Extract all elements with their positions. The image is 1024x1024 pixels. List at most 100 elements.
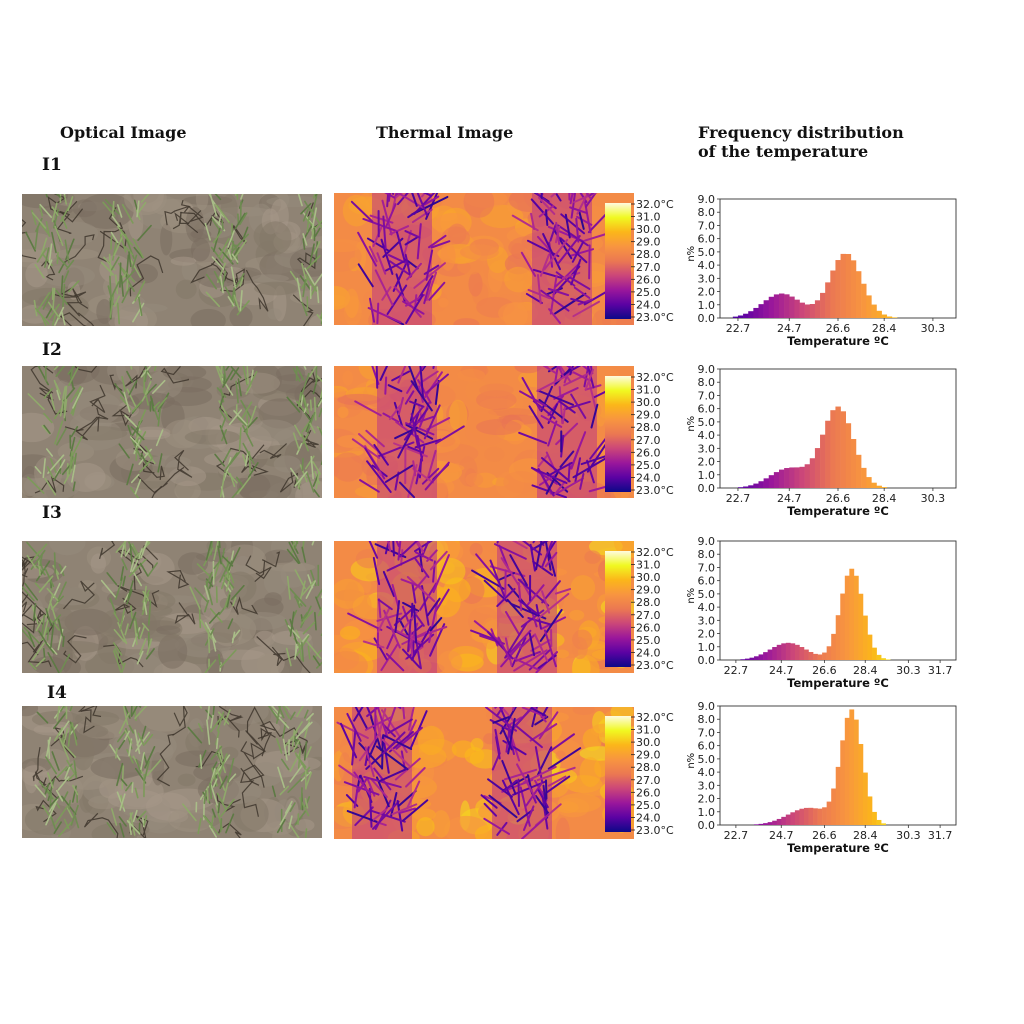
colorbar-tick-label: 28.0 bbox=[636, 248, 661, 261]
colorbar-tick-label: 31.0 bbox=[636, 211, 661, 224]
x-tick-label: 26.6 bbox=[812, 829, 837, 842]
histogram-bar bbox=[820, 434, 826, 488]
y-tick-label: 6.0 bbox=[698, 403, 716, 416]
colorbar-tick-label: 30.0 bbox=[636, 223, 661, 236]
y-tick-label: 8.0 bbox=[698, 548, 716, 561]
histogram-bar bbox=[872, 811, 877, 825]
y-axis-label: n% bbox=[686, 588, 697, 604]
x-axis-label: Temperature ºC bbox=[787, 504, 889, 518]
x-tick-label: 26.6 bbox=[826, 322, 851, 335]
colorbar-tick-label: 31.0 bbox=[636, 559, 661, 572]
histogram-bar bbox=[835, 615, 841, 660]
histogram-bar bbox=[758, 481, 764, 488]
histogram-bar bbox=[855, 454, 862, 488]
histogram-bar bbox=[776, 644, 782, 660]
y-tick-label: 7.0 bbox=[698, 219, 716, 232]
histogram-bar bbox=[794, 299, 800, 318]
histogram-bar bbox=[781, 643, 787, 660]
histogram-bar bbox=[767, 649, 773, 660]
y-axis-label: n% bbox=[686, 416, 697, 432]
colorbar-tick-label: 30.0 bbox=[636, 736, 661, 749]
x-tick-label: 30.3 bbox=[896, 829, 921, 842]
histogram-bar bbox=[855, 271, 862, 318]
colorbar-tick-label: 25.0 bbox=[636, 459, 661, 472]
y-tick-label: 2.0 bbox=[698, 286, 716, 299]
y-tick-label: 9.0 bbox=[698, 363, 716, 376]
colorbar-gradient bbox=[605, 716, 631, 832]
colorbar-tick-label: 29.0 bbox=[636, 749, 661, 762]
histogram-bar bbox=[753, 307, 759, 318]
histogram-bar bbox=[743, 486, 749, 488]
histogram-bar bbox=[789, 467, 795, 488]
histogram-bar bbox=[748, 485, 754, 488]
histogram-bar bbox=[772, 820, 778, 825]
thermal-image-header: Thermal Image bbox=[376, 123, 514, 142]
histogram-bar bbox=[743, 313, 749, 318]
histogram-bar bbox=[737, 315, 744, 318]
histogram-bar bbox=[794, 467, 800, 488]
colorbar-i3: 32.0°C 31.0 30.0 29.0 28.0 27.0 26.0 25.0 24.0 23… bbox=[600, 543, 690, 675]
colorbar-tick-label: 32.0°C bbox=[636, 198, 674, 211]
histogram-bar bbox=[886, 316, 893, 318]
histogram-bar bbox=[799, 466, 805, 488]
colorbar-tick-label: 24.0 bbox=[636, 298, 661, 311]
histogram-bar bbox=[732, 316, 739, 318]
x-tick-label: 24.7 bbox=[777, 322, 802, 335]
histogram-bar bbox=[776, 818, 782, 825]
y-tick-label: 3.0 bbox=[698, 442, 716, 455]
colorbar-tick-label: 26.0 bbox=[636, 786, 661, 799]
colorbar-tick-label: 29.0 bbox=[636, 584, 661, 597]
histogram-bar bbox=[817, 808, 823, 825]
histogram-bar bbox=[803, 807, 809, 825]
histogram-bar bbox=[826, 646, 832, 660]
y-tick-label: 9.0 bbox=[698, 700, 716, 713]
y-tick-label: 4.0 bbox=[698, 429, 716, 442]
colorbar-tick-label: 27.0 bbox=[636, 434, 661, 447]
optical-photo bbox=[22, 366, 322, 498]
histogram-bar bbox=[876, 654, 882, 660]
y-tick-label: 0.0 bbox=[698, 654, 716, 667]
histogram-bar bbox=[754, 656, 759, 660]
y-tick-label: 1.0 bbox=[698, 806, 716, 819]
colorbar-i1: 32.0°C 31.0 30.0 29.0 28.0 27.0 26.0 25.0 24.0 23… bbox=[600, 195, 690, 327]
optical-image-i4 bbox=[22, 706, 322, 838]
colorbar-i2: 32.0°C 31.0 30.0 29.0 28.0 27.0 26.0 25.0 24.0 23… bbox=[600, 368, 690, 500]
histogram-bar bbox=[871, 304, 877, 318]
colorbar-tick-label: 32.0°C bbox=[636, 371, 674, 384]
x-tick-label: 26.6 bbox=[826, 492, 851, 505]
histogram-bar bbox=[876, 485, 882, 488]
x-axis-label: Temperature ºC bbox=[787, 841, 889, 855]
y-tick-label: 5.0 bbox=[698, 753, 716, 766]
x-tick-label: 22.7 bbox=[724, 829, 749, 842]
colorbar-tick-label: 25.0 bbox=[636, 634, 661, 647]
colorbar-tick-label: 23.0°C bbox=[636, 311, 674, 324]
y-tick-label: 7.0 bbox=[698, 726, 716, 739]
y-tick-label: 6.0 bbox=[698, 233, 716, 246]
histogram-bar bbox=[767, 822, 773, 825]
colorbar-gradient bbox=[605, 376, 631, 492]
colorbar-gradient bbox=[605, 203, 631, 319]
colorbar-tick-label: 25.0 bbox=[636, 286, 661, 299]
histogram-bar bbox=[804, 464, 811, 488]
histogram-bar bbox=[835, 260, 841, 318]
frequency-header-line1: Frequency distribution bbox=[698, 123, 904, 142]
y-tick-label: 1.0 bbox=[698, 299, 716, 312]
histogram-bar bbox=[794, 810, 800, 825]
x-tick-label: 26.6 bbox=[812, 664, 837, 677]
thermal-image-i4 bbox=[334, 707, 634, 839]
y-tick-label: 0.0 bbox=[698, 819, 716, 832]
y-tick-label: 9.0 bbox=[698, 535, 716, 548]
y-tick-label: 2.0 bbox=[698, 628, 716, 641]
histogram-bar bbox=[749, 657, 755, 660]
y-tick-label: 8.0 bbox=[698, 206, 716, 219]
histogram-i1: 0.0 1.0 2.0 3.0 4.0 5.0 6.0 7.0 8.0 9.0 22.7 24.7 26… bbox=[682, 193, 972, 353]
histogram-bar bbox=[845, 253, 852, 318]
histogram-bar bbox=[737, 487, 744, 488]
colorbar-tick-label: 28.0 bbox=[636, 761, 661, 774]
y-axis-label: n% bbox=[686, 753, 697, 769]
histogram-bar bbox=[840, 253, 846, 318]
x-tick-label: 24.7 bbox=[777, 492, 802, 505]
histogram-bar bbox=[784, 468, 790, 488]
histogram-bar bbox=[763, 823, 768, 825]
